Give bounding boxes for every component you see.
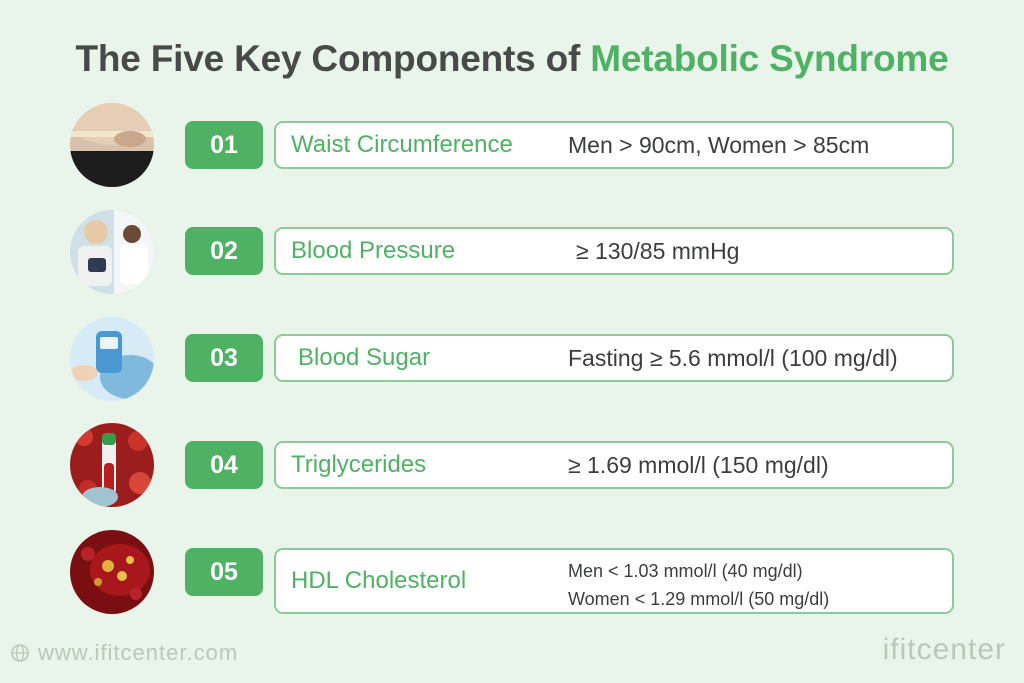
component-number-badge: 01 [185,121,263,169]
component-number-badge: 04 [185,441,263,489]
component-number-badge: 03 [185,334,263,382]
component-threshold: Men < 1.03 mmol/l (40 mg/dl) Women < 1.2… [568,557,829,613]
component-name: HDL Cholesterol [291,567,467,594]
globe-icon [11,644,29,662]
component-name: Waist Circumference [291,131,513,158]
footer-website: www.ifitcenter.com [10,640,238,666]
website-url: www.ifitcenter.com [38,640,239,665]
component-name: Blood Sugar [298,344,431,371]
glucose-meter-photo [70,317,154,401]
component-name: Triglycerides [291,451,427,478]
threshold-line-men: Men < 1.03 mmol/l (40 mg/dl) [568,561,803,581]
brand-logo: ifitcenter [882,633,1006,666]
component-threshold: ≥ 1.69 mmol/l (150 mg/dl) [568,451,829,478]
blood-sample-photo [70,423,154,507]
cholesterol-vessel-photo [70,530,154,614]
component-card: HDL Cholesterol Men < 1.03 mmol/l (40 mg… [274,548,954,614]
blood-pressure-photo [70,210,154,294]
component-card: Blood Sugar Fasting ≥ 5.6 mmol/l (100 mg… [274,334,954,382]
title-prefix: The Five Key Components of [75,38,591,79]
component-card: Blood Pressure ≥ 130/85 mmHg [274,227,954,275]
component-number-badge: 02 [185,227,263,275]
component-name: Blood Pressure [291,237,456,264]
title-accent: Metabolic Syndrome [590,38,949,79]
component-number-badge: 05 [185,548,263,596]
component-card: Waist Circumference Men > 90cm, Women > … [274,121,954,169]
threshold-line-women: Women < 1.29 mmol/l (50 mg/dl) [568,589,830,609]
page-title: The Five Key Components of Metabolic Syn… [0,38,1024,80]
component-threshold: Men > 90cm, Women > 85cm [568,131,870,158]
waist-measure-photo [70,103,154,187]
component-card: Triglycerides ≥ 1.69 mmol/l (150 mg/dl) [274,441,954,489]
component-threshold: ≥ 130/85 mmHg [576,237,740,264]
component-threshold: Fasting ≥ 5.6 mmol/l (100 mg/dl) [568,344,898,371]
